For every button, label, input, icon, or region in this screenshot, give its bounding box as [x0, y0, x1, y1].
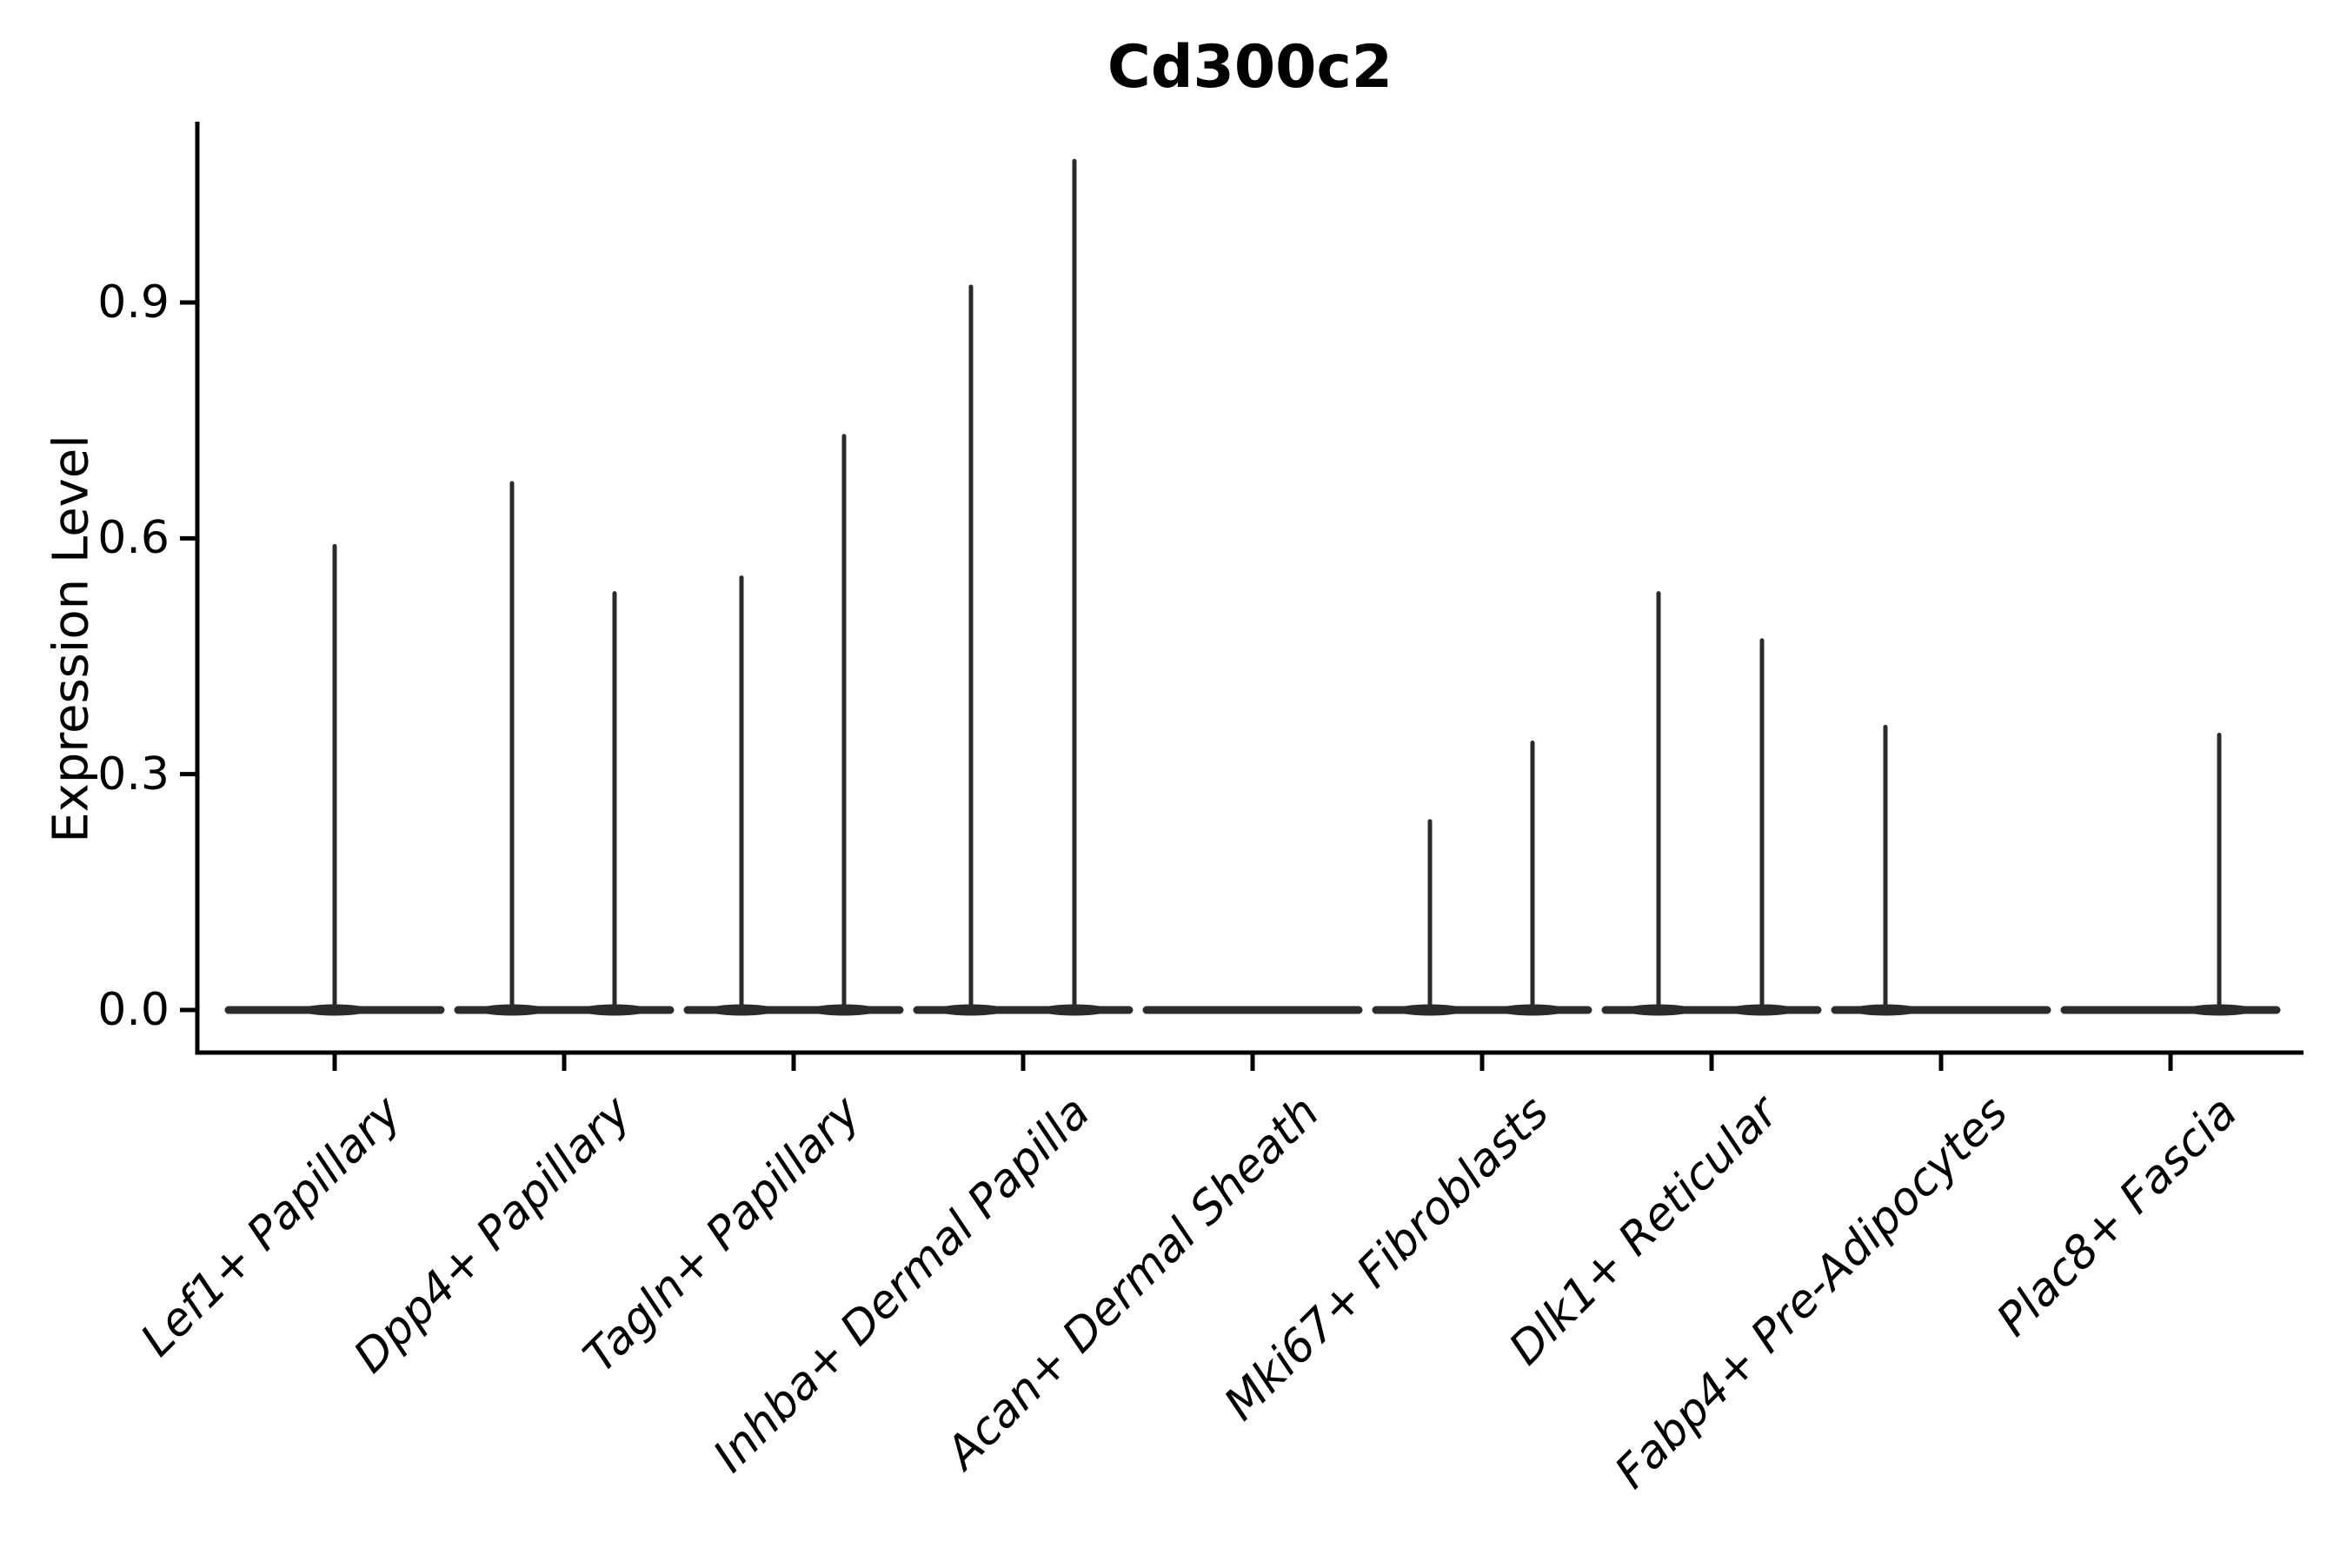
- y-tick-label: 0.3: [97, 747, 170, 801]
- y-tick-label: 0.9: [97, 276, 170, 329]
- chart-title: Cd300c2: [1107, 33, 1393, 102]
- y-axis-title: Expression Level: [43, 435, 100, 843]
- y-tick-label: 0.0: [97, 984, 170, 1036]
- y-tick-label: 0.6: [97, 512, 170, 565]
